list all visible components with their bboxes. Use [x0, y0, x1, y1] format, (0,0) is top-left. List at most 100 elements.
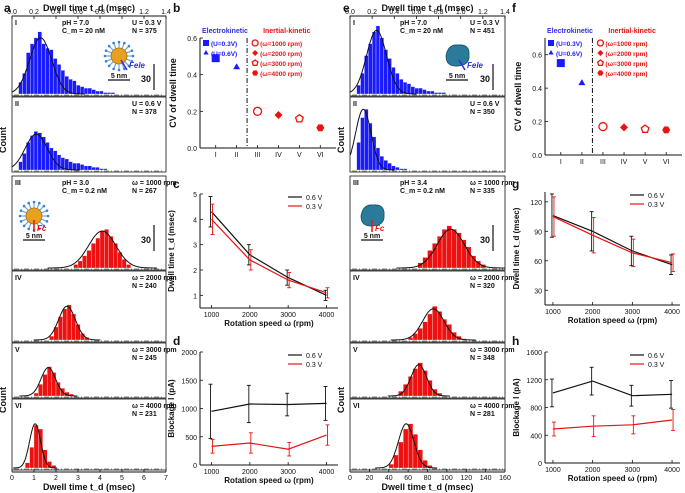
series-line [552, 216, 673, 264]
annotation-text: N = 335 [470, 188, 495, 195]
ligand-spike [124, 61, 129, 66]
histogram-bar [53, 58, 58, 95]
ligand-spike [126, 50, 132, 54]
top-tick-label: 1.4 [161, 9, 171, 16]
scale-bar-label: 30 [141, 74, 151, 84]
subplot-frame-III [349, 175, 506, 271]
legend-right: (ω=4000 rpm) [260, 71, 302, 78]
histogram-bar [393, 454, 399, 469]
histogram-bar [22, 153, 27, 171]
ligand-head [112, 41, 115, 45]
annotation-text: ω = 1000 rpm [470, 180, 515, 187]
top-tick-label: 0.2 [29, 9, 39, 16]
cv-point [233, 63, 241, 70]
ligand-head [32, 200, 36, 204]
histogram-bar [73, 264, 79, 269]
protein-particle [360, 204, 385, 227]
ligand-spike [24, 221, 29, 226]
cv-point [274, 111, 283, 119]
histogram-bar [75, 324, 81, 341]
histogram-bar [426, 90, 431, 95]
histogram-bar [356, 84, 361, 95]
ligand-head [117, 68, 121, 72]
subplot-frame-IV [349, 270, 506, 343]
subplot-roman-IV: IV [353, 275, 360, 282]
y-tick-label: 1 [193, 293, 197, 300]
histogram-bar [18, 161, 23, 171]
annotation-text: C_m = 0.2 nM [62, 188, 107, 195]
ligand-head [123, 67, 126, 71]
hist-top-title: Dwell time t_d (msec) [381, 3, 473, 13]
y-tick-label: 0 [193, 463, 197, 470]
cv-point [620, 123, 628, 132]
ligand-head [27, 201, 30, 205]
histogram-bar [103, 92, 108, 95]
legend-label: 0.3 V [648, 362, 665, 369]
y-tick-label: 500 [185, 435, 197, 442]
ligand-spike [113, 43, 117, 49]
series-line [211, 402, 327, 412]
histogram-bar [126, 264, 131, 269]
histogram-bar [33, 424, 39, 469]
legend-label: 0.6 V [306, 353, 323, 360]
annotation-text: pH = 3.0 [62, 180, 89, 187]
top-tick-label: 0.4 [389, 9, 399, 16]
subplot-roman-VI: VI [353, 403, 360, 410]
ligand-head [19, 209, 23, 212]
ligand-head [22, 224, 26, 228]
histogram-bar [41, 43, 46, 95]
panel-label-b: b [173, 1, 180, 15]
annotation-text: C_m = 20 nM [400, 28, 443, 35]
bottom-tick-label: 6 [142, 475, 146, 482]
bottom-tick-label: 2 [54, 475, 58, 482]
bottom-tick-label: 0 [348, 475, 352, 482]
histogram-bar [371, 31, 377, 95]
histogram-bar [422, 89, 427, 95]
subplot-roman-I: I [353, 20, 355, 27]
bottom-tick-label: 1 [32, 475, 36, 482]
x-tick-label: 4000 [319, 312, 335, 319]
ligand-spike [109, 46, 114, 51]
ligand-head [42, 204, 46, 208]
hist-bottom-title: Dwell time t_d (msec) [43, 482, 135, 492]
histogram-bar [60, 70, 65, 95]
ligand-head [46, 214, 50, 218]
cv-point [316, 124, 325, 132]
legend-right: (ω=1000 rpm) [260, 41, 302, 48]
cv-point [662, 126, 671, 134]
annotation-text: ω = 3000 rpm [470, 347, 515, 354]
legend-left: (U=0.3V) [556, 41, 582, 48]
histogram-bar [95, 90, 100, 95]
histogram-bar [399, 168, 404, 171]
histogram-bar [68, 161, 73, 171]
marker [548, 50, 554, 55]
scale-bar-label: 30 [141, 235, 151, 245]
bottom-tick-label: 100 [441, 475, 453, 482]
histogram-bar [91, 167, 96, 171]
ligand-head [130, 49, 134, 52]
ligand-spike [24, 206, 29, 211]
subplot-frame-V [349, 342, 506, 399]
histogram-bar [427, 380, 433, 397]
ligand-head [103, 54, 107, 58]
ligand-head [104, 60, 108, 63]
top-tick-label: 1.0 [456, 9, 466, 16]
y-tick-label: 120 [530, 200, 542, 207]
series-line [211, 434, 327, 450]
subplot-frame-I [11, 15, 167, 97]
y-tick-label: 400 [530, 433, 542, 440]
protein-particle [445, 44, 470, 67]
x-tick-label: VI [663, 159, 670, 166]
legend-left: (U=0.6V) [211, 51, 237, 58]
x-tick-label: 3000 [280, 469, 296, 476]
ligand-spike [21, 210, 27, 214]
top-tick-label: 1.2 [139, 9, 149, 16]
histogram-bar [402, 168, 408, 171]
ligand-spike [126, 58, 132, 62]
y-tick-label: 2000 [181, 350, 197, 357]
force-label: Fc [375, 224, 385, 233]
cv-point [556, 59, 565, 68]
subplot-frame-II [349, 96, 506, 173]
subplot-frame-I [349, 15, 506, 97]
histogram-bar [76, 162, 81, 171]
